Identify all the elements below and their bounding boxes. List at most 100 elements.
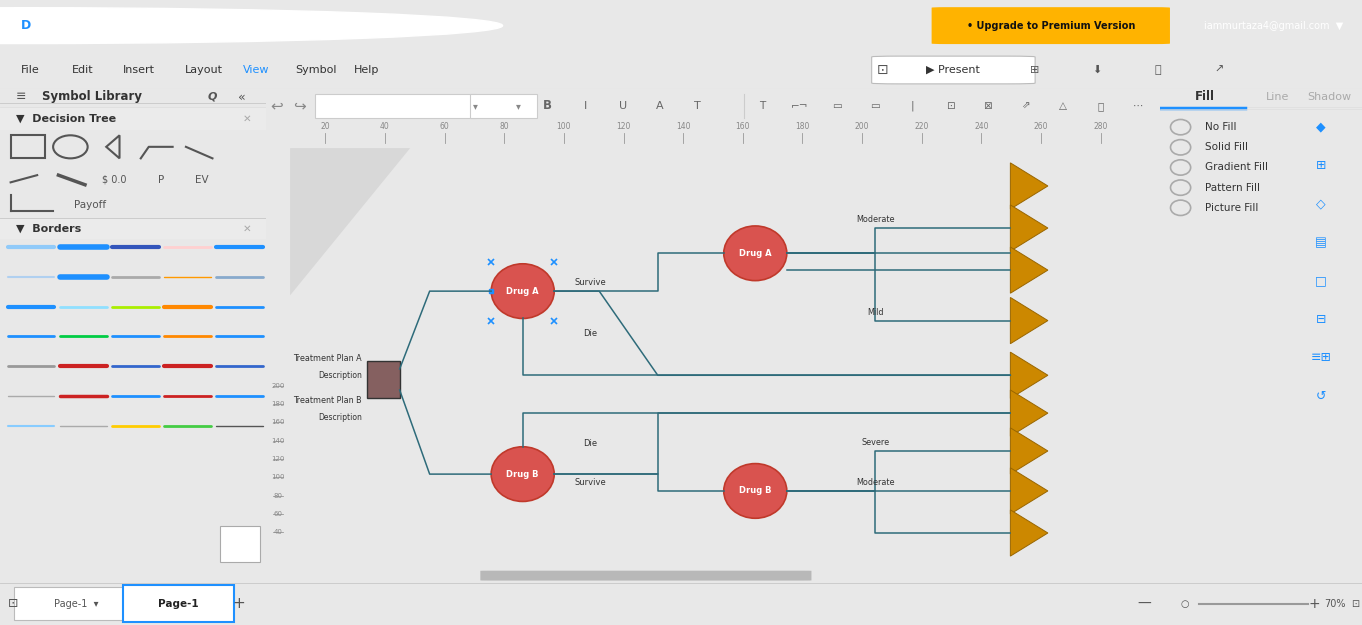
Text: ▾: ▾ bbox=[474, 101, 478, 111]
Text: Treatment Plan B: Treatment Plan B bbox=[293, 396, 362, 405]
Text: Mild: Mild bbox=[868, 308, 884, 317]
Text: Die: Die bbox=[583, 329, 598, 338]
Text: Pattern Fill: Pattern Fill bbox=[1205, 182, 1260, 192]
FancyBboxPatch shape bbox=[221, 526, 260, 561]
Text: Drug B: Drug B bbox=[507, 469, 539, 479]
Polygon shape bbox=[1011, 468, 1047, 514]
Text: 160: 160 bbox=[271, 419, 285, 426]
Text: ⊡: ⊡ bbox=[8, 598, 19, 610]
Text: ⋯: ⋯ bbox=[1133, 101, 1143, 111]
Text: ↩: ↩ bbox=[270, 98, 283, 113]
Text: ≡⊞: ≡⊞ bbox=[1310, 351, 1332, 364]
Polygon shape bbox=[1011, 247, 1047, 293]
Text: 🔒: 🔒 bbox=[1098, 101, 1103, 111]
Text: 120: 120 bbox=[617, 122, 631, 131]
Text: +: + bbox=[232, 596, 245, 611]
Text: 180: 180 bbox=[271, 401, 285, 407]
Ellipse shape bbox=[723, 226, 787, 281]
Text: Symbol: Symbol bbox=[296, 65, 336, 75]
Text: 20: 20 bbox=[320, 122, 330, 131]
Text: 100: 100 bbox=[271, 474, 285, 480]
Text: 40: 40 bbox=[380, 122, 390, 131]
Polygon shape bbox=[1011, 390, 1047, 436]
Text: Line: Line bbox=[1265, 92, 1288, 102]
Polygon shape bbox=[1011, 205, 1047, 251]
Text: T: T bbox=[759, 101, 765, 111]
Text: ⊡: ⊡ bbox=[1351, 599, 1359, 609]
Text: ⊠: ⊠ bbox=[983, 101, 992, 111]
Text: A: A bbox=[656, 101, 665, 111]
Polygon shape bbox=[1011, 352, 1047, 398]
Text: Help: Help bbox=[354, 65, 380, 75]
Text: 60: 60 bbox=[440, 122, 449, 131]
Text: D: D bbox=[20, 19, 31, 32]
FancyBboxPatch shape bbox=[14, 587, 139, 621]
Text: ≡: ≡ bbox=[16, 91, 26, 103]
Text: 80: 80 bbox=[274, 492, 282, 499]
Text: Moderate: Moderate bbox=[857, 478, 895, 487]
Text: ▼  Borders: ▼ Borders bbox=[16, 224, 82, 234]
Text: —: — bbox=[1137, 597, 1151, 611]
Text: Insert: Insert bbox=[123, 65, 154, 75]
Text: U: U bbox=[618, 101, 627, 111]
Text: 140: 140 bbox=[676, 122, 691, 131]
Text: P: P bbox=[158, 175, 163, 185]
Text: Symbol Library: Symbol Library bbox=[42, 91, 143, 103]
Text: ▶ Present: ▶ Present bbox=[926, 65, 981, 75]
Text: ▾: ▾ bbox=[515, 101, 520, 111]
Text: 140: 140 bbox=[271, 438, 285, 444]
Text: ⇗: ⇗ bbox=[1022, 101, 1030, 111]
Text: • Upgrade to Premium Version: • Upgrade to Premium Version bbox=[967, 21, 1136, 31]
Text: I: I bbox=[583, 101, 587, 111]
Text: ▭: ▭ bbox=[832, 101, 842, 111]
Text: ▭: ▭ bbox=[870, 101, 880, 111]
Text: 80: 80 bbox=[500, 122, 509, 131]
FancyBboxPatch shape bbox=[315, 94, 475, 118]
Text: 160: 160 bbox=[735, 122, 750, 131]
Text: ◆: ◆ bbox=[1316, 121, 1327, 134]
Text: 60: 60 bbox=[274, 511, 282, 517]
Text: ⊡: ⊡ bbox=[877, 63, 888, 77]
Text: ⊟: ⊟ bbox=[1316, 312, 1327, 326]
Text: Edit: Edit bbox=[72, 65, 94, 75]
FancyBboxPatch shape bbox=[932, 7, 1170, 44]
Bar bbox=[366, 361, 399, 398]
Text: Treatment Plan A: Treatment Plan A bbox=[293, 354, 362, 363]
Text: +: + bbox=[1309, 597, 1320, 611]
Text: View: View bbox=[242, 65, 268, 75]
Text: |: | bbox=[911, 101, 914, 111]
Text: 200: 200 bbox=[271, 383, 285, 389]
Polygon shape bbox=[1011, 510, 1047, 556]
Text: ✕: ✕ bbox=[242, 114, 252, 124]
Text: Q: Q bbox=[208, 92, 217, 102]
Ellipse shape bbox=[723, 464, 787, 518]
Text: 280: 280 bbox=[1094, 122, 1107, 131]
Text: ⊡: ⊡ bbox=[945, 101, 955, 111]
Ellipse shape bbox=[492, 264, 554, 319]
Text: iammurtaza4@gmail.com  ▼: iammurtaza4@gmail.com ▼ bbox=[1204, 21, 1343, 31]
Text: Survive: Survive bbox=[575, 278, 606, 288]
Text: Payoff: Payoff bbox=[75, 201, 106, 211]
FancyBboxPatch shape bbox=[872, 56, 1035, 84]
Text: 260: 260 bbox=[1034, 122, 1049, 131]
Text: ▼  Decision Tree: ▼ Decision Tree bbox=[16, 114, 116, 124]
Polygon shape bbox=[1011, 298, 1047, 344]
Text: ○: ○ bbox=[1181, 599, 1189, 609]
Text: 240: 240 bbox=[974, 122, 989, 131]
Text: Description: Description bbox=[319, 413, 362, 422]
Text: $ 0.0: $ 0.0 bbox=[102, 175, 127, 185]
FancyBboxPatch shape bbox=[481, 571, 812, 581]
FancyBboxPatch shape bbox=[0, 219, 266, 239]
Text: Gradient Fill: Gradient Fill bbox=[1205, 162, 1268, 172]
Text: 220: 220 bbox=[915, 122, 929, 131]
Text: 🖨: 🖨 bbox=[1155, 65, 1160, 75]
Text: ◇: ◇ bbox=[1316, 198, 1327, 211]
Text: 70%: 70% bbox=[1324, 599, 1346, 609]
Text: Survive: Survive bbox=[575, 478, 606, 487]
FancyBboxPatch shape bbox=[470, 94, 537, 118]
Text: Solid Fill: Solid Fill bbox=[1205, 142, 1248, 152]
Text: File: File bbox=[20, 65, 39, 75]
Text: ↪: ↪ bbox=[293, 98, 306, 113]
Text: 100: 100 bbox=[557, 122, 571, 131]
Polygon shape bbox=[1011, 428, 1047, 474]
